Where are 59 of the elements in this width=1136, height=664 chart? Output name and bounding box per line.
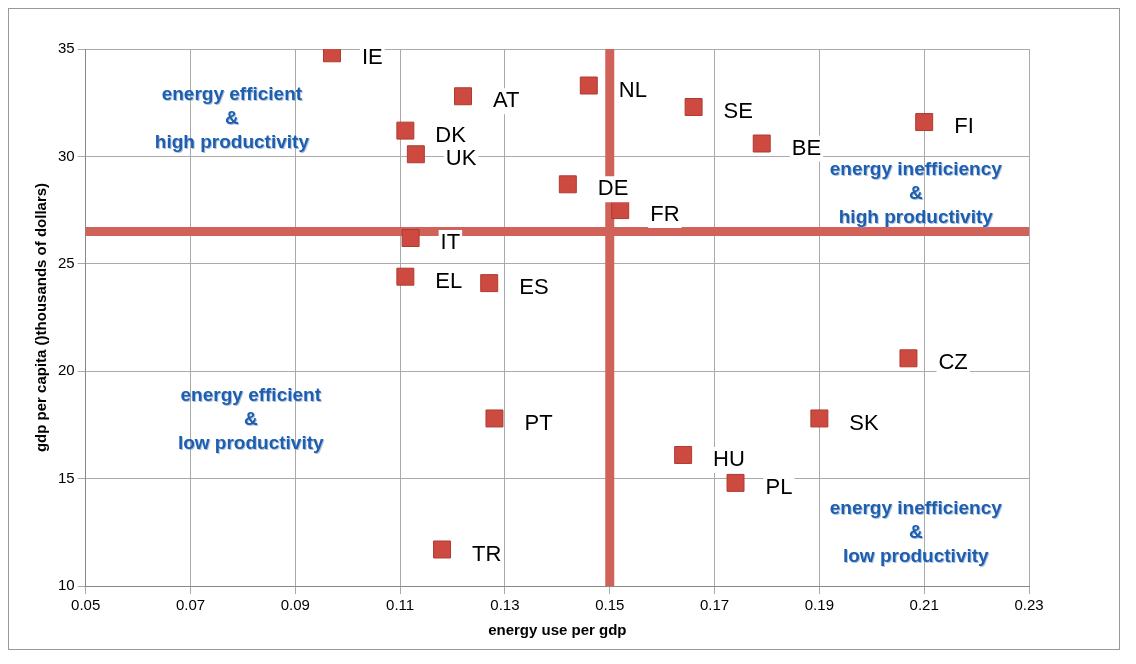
data-label: CZ xyxy=(938,349,968,375)
x-tick-label: 0.19 xyxy=(804,596,834,614)
annotation: energy inefficiency & low productivity xyxy=(829,496,1003,566)
point xyxy=(674,445,693,464)
data-label: AT xyxy=(493,87,520,113)
data-label: EL xyxy=(435,267,463,293)
point xyxy=(406,145,425,164)
point xyxy=(915,113,934,132)
point xyxy=(485,409,504,428)
annotation: energy efficient & low productivity xyxy=(177,383,325,453)
data-label: HU xyxy=(713,446,745,472)
point xyxy=(579,76,598,95)
y-tick-label: 35 xyxy=(58,39,75,57)
data-label: DE xyxy=(597,175,629,201)
point xyxy=(726,473,745,492)
data-label: SE xyxy=(723,98,753,124)
x-tick-label: 0.13 xyxy=(490,596,520,614)
x-tick-label: 0.07 xyxy=(175,596,206,614)
x-tick-label: 0.09 xyxy=(280,596,310,614)
y-tick-label: 30 xyxy=(58,146,75,164)
y-axis-title: gdp per capita ()thousands of dollars) xyxy=(32,182,50,453)
data-label: FI xyxy=(954,113,974,139)
x-tick-label: 0.23 xyxy=(1014,596,1044,614)
annotation: energy efficient & high productivity xyxy=(154,83,310,153)
data-label: NL xyxy=(618,76,647,102)
point xyxy=(433,540,452,559)
y-tick-label: 20 xyxy=(58,361,75,379)
data-label: BE xyxy=(791,134,822,160)
annotation: energy inefficiency & high productivity xyxy=(829,158,1003,228)
data-label: ES xyxy=(519,274,549,300)
data-label: FR xyxy=(650,201,680,227)
point xyxy=(810,409,829,428)
point xyxy=(899,349,918,368)
data-label: PT xyxy=(524,409,553,435)
data-label: IT xyxy=(440,229,461,255)
data-label: TR xyxy=(472,540,502,566)
x-axis-title: energy use per gdp xyxy=(488,621,627,639)
y-tick-label: 15 xyxy=(58,468,75,486)
point xyxy=(558,175,577,194)
data-label: DK xyxy=(435,121,467,147)
point xyxy=(611,201,630,220)
point xyxy=(752,134,771,153)
point xyxy=(396,121,415,140)
data-label: PL xyxy=(765,473,793,499)
x-tick-label: 0.05 xyxy=(71,596,101,614)
x-tick-label: 0.17 xyxy=(699,596,730,614)
y-tick-label: 10 xyxy=(58,576,75,594)
data-label: IE xyxy=(361,44,383,70)
point xyxy=(684,98,703,116)
point xyxy=(401,229,420,248)
point xyxy=(454,87,472,106)
data-label: SK xyxy=(849,409,880,435)
data-label: UK xyxy=(445,145,477,171)
x-tick-label: 0.21 xyxy=(909,596,939,614)
point xyxy=(396,267,415,286)
x-tick-label: 0.11 xyxy=(386,596,415,614)
y-tick-label: 25 xyxy=(58,253,75,271)
point xyxy=(480,274,499,293)
x-tick-label: 0.15 xyxy=(595,596,625,614)
